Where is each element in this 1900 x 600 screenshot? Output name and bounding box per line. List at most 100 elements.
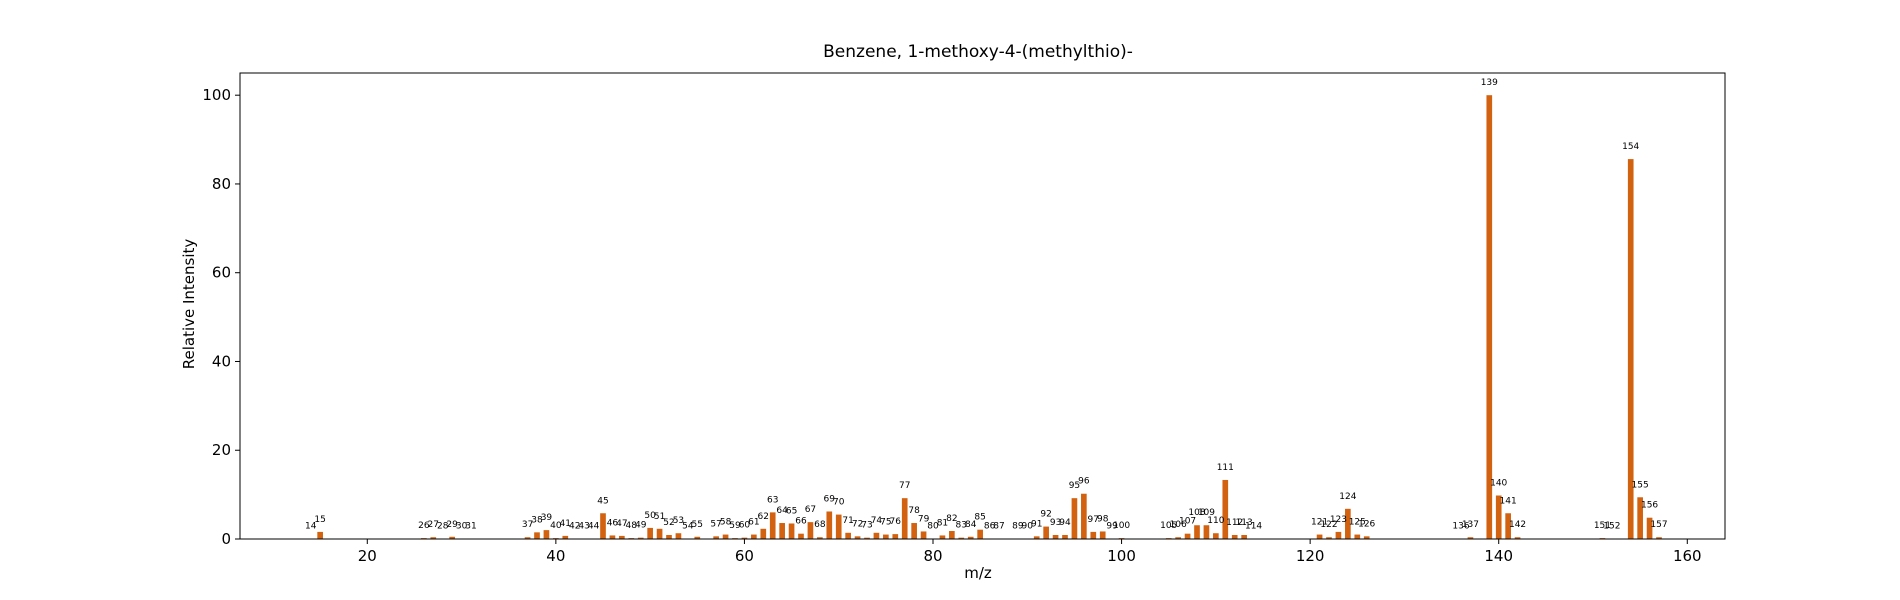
- bar-mz-156: [1646, 517, 1653, 539]
- peak-label-94: 94: [1059, 518, 1071, 528]
- bar-mz-77: [901, 498, 908, 539]
- peak-label-89: 89: [1012, 522, 1024, 532]
- bars-group: [307, 95, 1662, 539]
- peak-label-123: 123: [1330, 515, 1347, 525]
- peak-label-82: 82: [946, 514, 957, 524]
- x-tick-label-140: 140: [1484, 547, 1513, 565]
- bar-mz-38: [534, 532, 540, 539]
- peak-label-107: 107: [1179, 517, 1196, 527]
- y-ticks-group: 0 20 40 60 80 100: [202, 86, 240, 548]
- bar-mz-111: [1222, 479, 1229, 539]
- bar-mz-125: [1354, 534, 1361, 539]
- peak-label-80: 80: [927, 522, 939, 532]
- bar-mz-83: [958, 537, 965, 539]
- peak-label-66: 66: [795, 517, 807, 527]
- bar-mz-113: [1241, 535, 1247, 539]
- peak-label-140: 140: [1490, 479, 1507, 489]
- bar-mz-45: [600, 513, 606, 539]
- bar-mz-55: [694, 536, 701, 539]
- peak-label-111: 111: [1217, 463, 1234, 473]
- peak-label-37: 37: [522, 520, 533, 530]
- peak-label-96: 96: [1078, 477, 1090, 487]
- peak-label-139: 139: [1481, 78, 1498, 88]
- bar-mz-121: [1316, 534, 1323, 539]
- bar-mz-85: [977, 529, 983, 539]
- bar-mz-82: [949, 531, 955, 539]
- bar-mz-76: [892, 534, 899, 539]
- bar-mz-64: [779, 523, 785, 539]
- peak-label-86: 86: [984, 522, 996, 532]
- peak-label-49: 49: [635, 521, 647, 531]
- bar-mz-69: [826, 511, 833, 539]
- peak-label-54: 54: [682, 522, 694, 532]
- bar-mz-72: [854, 536, 861, 539]
- peak-label-30: 30: [456, 522, 468, 532]
- bar-mz-84: [967, 536, 974, 539]
- peak-label-46: 46: [607, 518, 619, 528]
- bar-mz-79: [920, 531, 927, 539]
- peak-label-61: 61: [748, 518, 759, 528]
- peak-label-28: 28: [437, 522, 449, 532]
- y-tick-label-0: 0: [221, 530, 231, 548]
- peak-label-76: 76: [890, 517, 902, 527]
- peak-label-52: 52: [663, 518, 674, 528]
- bar-mz-137: [1467, 537, 1474, 539]
- x-tick-label-80: 80: [923, 547, 942, 565]
- peak-label-90: 90: [1022, 522, 1034, 532]
- peak-label-122: 122: [1320, 520, 1337, 530]
- peak-label-47: 47: [616, 519, 627, 529]
- peak-label-84: 84: [965, 520, 977, 530]
- peak-label-53: 53: [673, 516, 684, 526]
- bar-mz-61: [751, 534, 757, 539]
- bar-mz-60: [741, 537, 748, 539]
- peak-label-78: 78: [908, 506, 920, 516]
- y-tick-label-20: 20: [212, 441, 231, 459]
- peak-label-75: 75: [880, 518, 891, 528]
- peak-label-45: 45: [597, 496, 608, 506]
- x-tick-label-160: 160: [1673, 547, 1702, 565]
- peak-label-55: 55: [692, 520, 703, 530]
- peak-label-71: 71: [842, 516, 853, 526]
- bar-mz-58: [722, 534, 729, 539]
- chart-title: Benzene, 1-methoxy-4-(methylthio)-: [823, 42, 1133, 62]
- bar-mz-141: [1505, 513, 1511, 539]
- x-axis-label: m/z: [964, 564, 992, 582]
- peak-label-65: 65: [786, 506, 797, 516]
- bar-mz-107: [1184, 533, 1191, 539]
- peak-label-114: 114: [1245, 522, 1262, 532]
- bar-mz-139: [1486, 95, 1493, 539]
- peak-label-93: 93: [1050, 518, 1061, 528]
- peak-label-77: 77: [899, 481, 910, 491]
- plot-frame: [239, 72, 1726, 540]
- peak-label-59: 59: [729, 521, 741, 531]
- peak-label-106: 106: [1170, 520, 1187, 530]
- bar-mz-51: [656, 528, 663, 539]
- peak-label-95: 95: [1069, 481, 1080, 491]
- bar-mz-92: [1043, 526, 1049, 539]
- y-tick-label-40: 40: [212, 352, 231, 370]
- bar-mz-71: [845, 532, 851, 539]
- peak-label-156: 156: [1641, 501, 1658, 511]
- bar-mz-96: [1081, 493, 1087, 539]
- y-tick-label-100: 100: [202, 86, 231, 104]
- peak-label-98: 98: [1097, 514, 1109, 524]
- peak-label-87: 87: [993, 522, 1004, 532]
- peak-label-74: 74: [871, 516, 883, 526]
- y-tick-label-60: 60: [212, 264, 231, 282]
- bar-mz-49: [637, 537, 644, 539]
- peak-label-136: 136: [1452, 522, 1469, 532]
- bar-mz-37: [524, 537, 531, 539]
- peak-label-110: 110: [1207, 516, 1224, 526]
- peak-label-29: 29: [446, 520, 458, 530]
- bar-mz-91: [1033, 536, 1040, 539]
- peak-label-152: 152: [1603, 522, 1620, 532]
- bar-mz-68: [817, 537, 823, 539]
- peak-label-64: 64: [776, 506, 788, 516]
- bar-mz-106: [1175, 537, 1181, 539]
- peak-label-58: 58: [720, 518, 732, 528]
- bar-mz-66: [798, 533, 804, 539]
- bar-mz-50: [647, 527, 653, 539]
- peak-label-15: 15: [314, 515, 325, 525]
